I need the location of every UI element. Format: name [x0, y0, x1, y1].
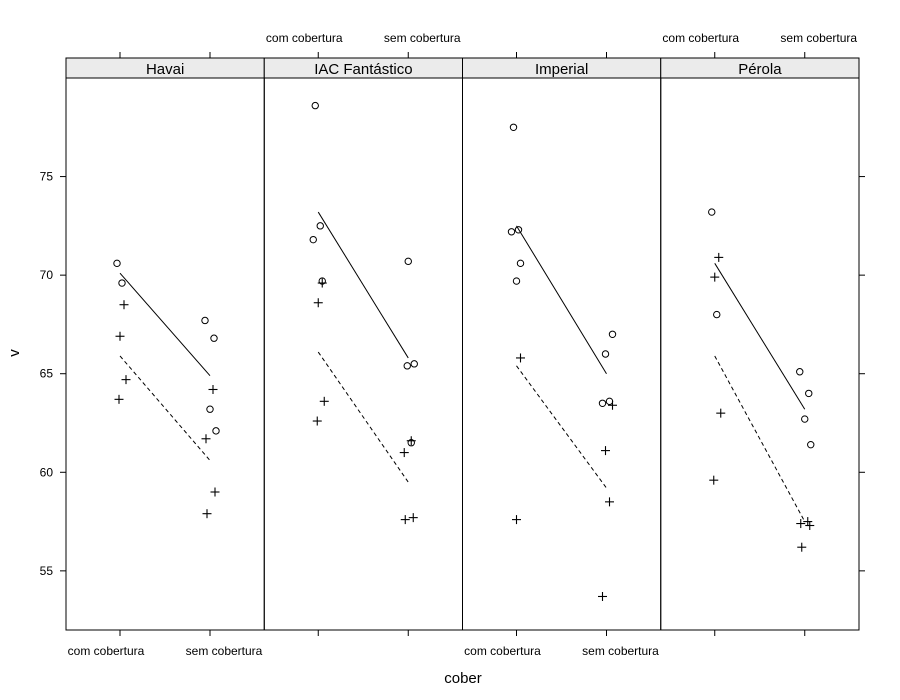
strip-label: Pérola: [738, 61, 782, 78]
data-point-circle: [796, 368, 804, 376]
data-point-plus: [710, 272, 720, 282]
y-tick-label: 55: [40, 564, 54, 578]
data-point-circle: [516, 259, 525, 268]
y-tick-label: 65: [40, 367, 54, 381]
x-tick-label: com cobertura: [68, 644, 145, 658]
data-point-circle: [507, 228, 516, 236]
data-point-plus: [598, 591, 607, 601]
data-point-circle: [608, 330, 617, 338]
data-point-circle: [605, 397, 614, 406]
strip-label: Havai: [146, 61, 184, 78]
data-point-plus: [201, 434, 211, 444]
data-point-plus: [716, 408, 726, 418]
panel-1: Havai com cobertura sem cobertura: [65, 52, 265, 658]
fit-line-dashed: [714, 355, 806, 522]
x-tick-label: sem cobertura: [186, 644, 263, 658]
data-point-plus: [119, 300, 129, 310]
data-point-plus: [408, 513, 418, 523]
data-point-circle: [805, 389, 813, 398]
strip-label: IAC Fantástico: [314, 61, 412, 78]
data-point-circle: [807, 440, 815, 449]
fit-line-solid: [516, 225, 607, 374]
fit-line-solid: [317, 211, 409, 359]
panel-2: IAC Fantástico com cobertura sem cobertura: [263, 31, 463, 636]
data-point-circle: [113, 259, 121, 268]
y-axis-title: v: [6, 349, 23, 357]
data-point-circle: [404, 257, 412, 266]
data-point-plus: [512, 515, 521, 525]
data-point-plus: [406, 436, 416, 446]
data-point-plus: [208, 384, 218, 394]
fit-line-dashed: [516, 365, 607, 489]
data-point-plus: [317, 278, 327, 288]
data-point-plus: [709, 475, 719, 485]
data-point-plus: [313, 298, 323, 308]
panel-4: Pérola com cobertura sem cobertura: [660, 31, 860, 636]
data-point-plus: [805, 521, 815, 531]
data-point-circle: [316, 222, 324, 230]
x-tick-label: com cobertura: [266, 31, 343, 45]
panel-border: [462, 77, 662, 631]
data-point-plus: [608, 400, 617, 410]
data-point-circle: [309, 235, 317, 244]
x-tick-label: sem cobertura: [582, 644, 659, 658]
y-tick-label: 70: [40, 268, 54, 282]
fit-line-solid: [714, 263, 806, 410]
data-point-circle: [598, 399, 607, 407]
data-point-plus: [399, 448, 409, 458]
data-point-plus: [210, 487, 220, 497]
data-point-circle: [118, 279, 126, 287]
data-point-circle: [801, 415, 809, 423]
data-point-circle: [708, 208, 716, 216]
data-point-circle: [403, 362, 411, 370]
data-point-plus: [312, 416, 322, 426]
fit-line-solid: [119, 272, 211, 377]
x-tick-label: com cobertura: [464, 644, 541, 658]
strip-label: Imperial: [535, 61, 588, 78]
data-point-plus: [803, 517, 813, 527]
data-point-plus: [114, 394, 124, 404]
x-tick-label: sem cobertura: [780, 31, 857, 45]
data-point-circle: [512, 277, 521, 285]
data-point-circle: [201, 316, 209, 325]
y-tick-label: 60: [40, 465, 54, 479]
data-point-plus: [516, 353, 525, 363]
panel-border: [263, 77, 463, 631]
data-point-circle: [206, 405, 214, 413]
data-point-circle: [601, 350, 610, 358]
data-point-plus: [121, 375, 131, 385]
data-point-circle: [514, 226, 523, 234]
data-point-plus: [797, 542, 807, 552]
panel-3: Imperial com cobertura sem cobertura: [462, 52, 662, 658]
data-point-plus: [115, 331, 125, 341]
x-axis-title: cober: [444, 670, 482, 687]
x-tick-label: com cobertura: [662, 31, 739, 45]
fit-line-dashed: [317, 351, 409, 483]
data-point-circle: [713, 310, 721, 319]
fit-line-dashed: [119, 355, 211, 461]
data-point-circle: [410, 360, 418, 368]
data-point-plus: [400, 515, 410, 525]
data-point-circle: [311, 101, 319, 110]
panel-border: [65, 77, 265, 631]
data-point-plus: [319, 396, 329, 406]
data-point-circle: [212, 427, 220, 435]
y-tick-label: 75: [40, 170, 54, 184]
data-point-circle: [509, 123, 518, 131]
data-point-plus: [202, 509, 212, 519]
x-tick-label: sem cobertura: [384, 31, 461, 45]
data-point-circle: [210, 334, 218, 342]
data-point-plus: [601, 446, 610, 456]
data-point-plus: [605, 497, 614, 507]
data-point-plus: [714, 252, 724, 262]
data-point-plus: [796, 519, 806, 529]
panel-border: [660, 77, 860, 631]
